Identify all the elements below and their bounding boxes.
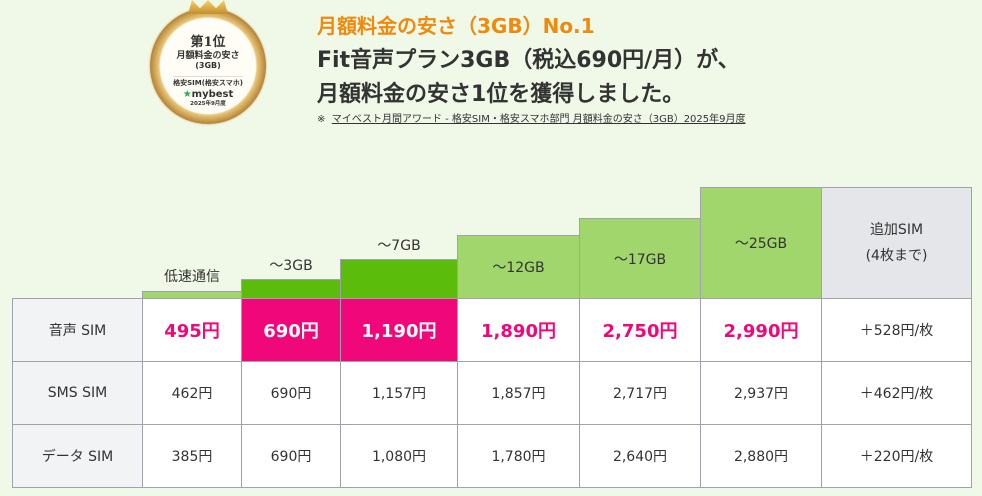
- row-label: データ SIM: [12, 424, 143, 488]
- headline-line1: Fit音声プラン3GB（税込690円/月）が、: [317, 48, 740, 73]
- row-label: 音声 SIM: [12, 298, 143, 362]
- note-mark: ※: [317, 114, 326, 125]
- price-cell: 462円: [142, 361, 242, 425]
- price-cell: 2,990円: [700, 298, 822, 362]
- badge-category: 月額料金の安さ: [176, 50, 240, 61]
- price-cell: 1,857円: [457, 361, 580, 425]
- price-cell: 690円: [241, 361, 341, 425]
- price-cell: 495円: [142, 298, 242, 362]
- crown-icon: [188, 0, 228, 14]
- badge-date: 2025年9月度: [190, 100, 226, 107]
- table-row-sms: SMS SIM 462円 690円 1,157円 1,857円 2,717円 2…: [12, 361, 972, 425]
- bar-7gb: [340, 259, 458, 299]
- price-cell-highlight: 690円: [241, 298, 341, 362]
- badge-rank: 第1位: [190, 35, 226, 50]
- price-cell-highlight: 1,190円: [340, 298, 458, 362]
- headline-line2: 月額料金の安さ1位を獲得しました。: [317, 82, 685, 107]
- col-header-7gb: 〜7GB: [377, 238, 421, 254]
- extra-price-cell: ＋528円/枚: [821, 298, 972, 362]
- badge-genre: 格安SIM(格安スマホ): [173, 76, 243, 87]
- price-cell: 2,717円: [579, 361, 701, 425]
- extra-sim-limit: (4枚まで): [865, 248, 928, 264]
- extra-price-cell: ＋220円/枚: [821, 424, 972, 488]
- table-row-data: データ SIM 385円 690円 1,080円 1,780円 2,640円 2…: [12, 424, 972, 488]
- star-icon: ★: [182, 89, 192, 101]
- headline-text: Fit音声プラン3GB（税込690円/月）が、 月額料金の安さ1位を獲得しました…: [317, 44, 740, 112]
- bar-3gb: [241, 279, 341, 299]
- row-label: SMS SIM: [12, 361, 143, 425]
- price-cell: 2,640円: [579, 424, 701, 488]
- price-cell: 2,750円: [579, 298, 701, 362]
- col-header-lowspeed: 低速通信: [164, 269, 220, 285]
- price-table: 音声 SIM 495円 690円 1,190円 1,890円 2,750円 2,…: [12, 298, 972, 488]
- price-cell: 690円: [241, 424, 341, 488]
- headline-title: 月額料金の安さ（3GB）No.1: [317, 14, 595, 38]
- extra-sim-label: 追加SIM: [869, 222, 924, 238]
- col-header-12gb: 〜12GB: [457, 235, 580, 299]
- price-cell: 1,157円: [340, 361, 458, 425]
- price-cell: 2,937円: [700, 361, 822, 425]
- col-header-25gb: 〜25GB: [700, 187, 822, 299]
- extra-price-cell: ＋462円/枚: [821, 361, 972, 425]
- award-link[interactable]: マイベスト月間アワード - 格安SIM・格安スマホ部門 月額料金の安さ（3GB）…: [331, 114, 746, 125]
- badge-sub: (3GB): [195, 61, 221, 71]
- award-note: ※ マイベスト月間アワード - 格安SIM・格安スマホ部門 月額料金の安さ（3G…: [317, 110, 746, 125]
- col-header-3gb: 〜3GB: [269, 258, 313, 274]
- col-header-extra-sim: 追加SIM (4枚まで): [821, 187, 972, 299]
- price-cell: 385円: [142, 424, 242, 488]
- price-cell: 1,080円: [340, 424, 458, 488]
- price-cell: 1,780円: [457, 424, 580, 488]
- badge-brand: ★mybest: [182, 89, 234, 101]
- price-cell: 1,890円: [457, 298, 580, 362]
- table-row-voice: 音声 SIM 495円 690円 1,190円 1,890円 2,750円 2,…: [12, 298, 972, 362]
- mybest-award-badge: 第1位 月額料金の安さ (3GB) 格安SIM(格安スマホ) ★mybest 2…: [150, 0, 266, 124]
- price-cell: 2,880円: [700, 424, 822, 488]
- col-header-17gb: 〜17GB: [579, 218, 701, 299]
